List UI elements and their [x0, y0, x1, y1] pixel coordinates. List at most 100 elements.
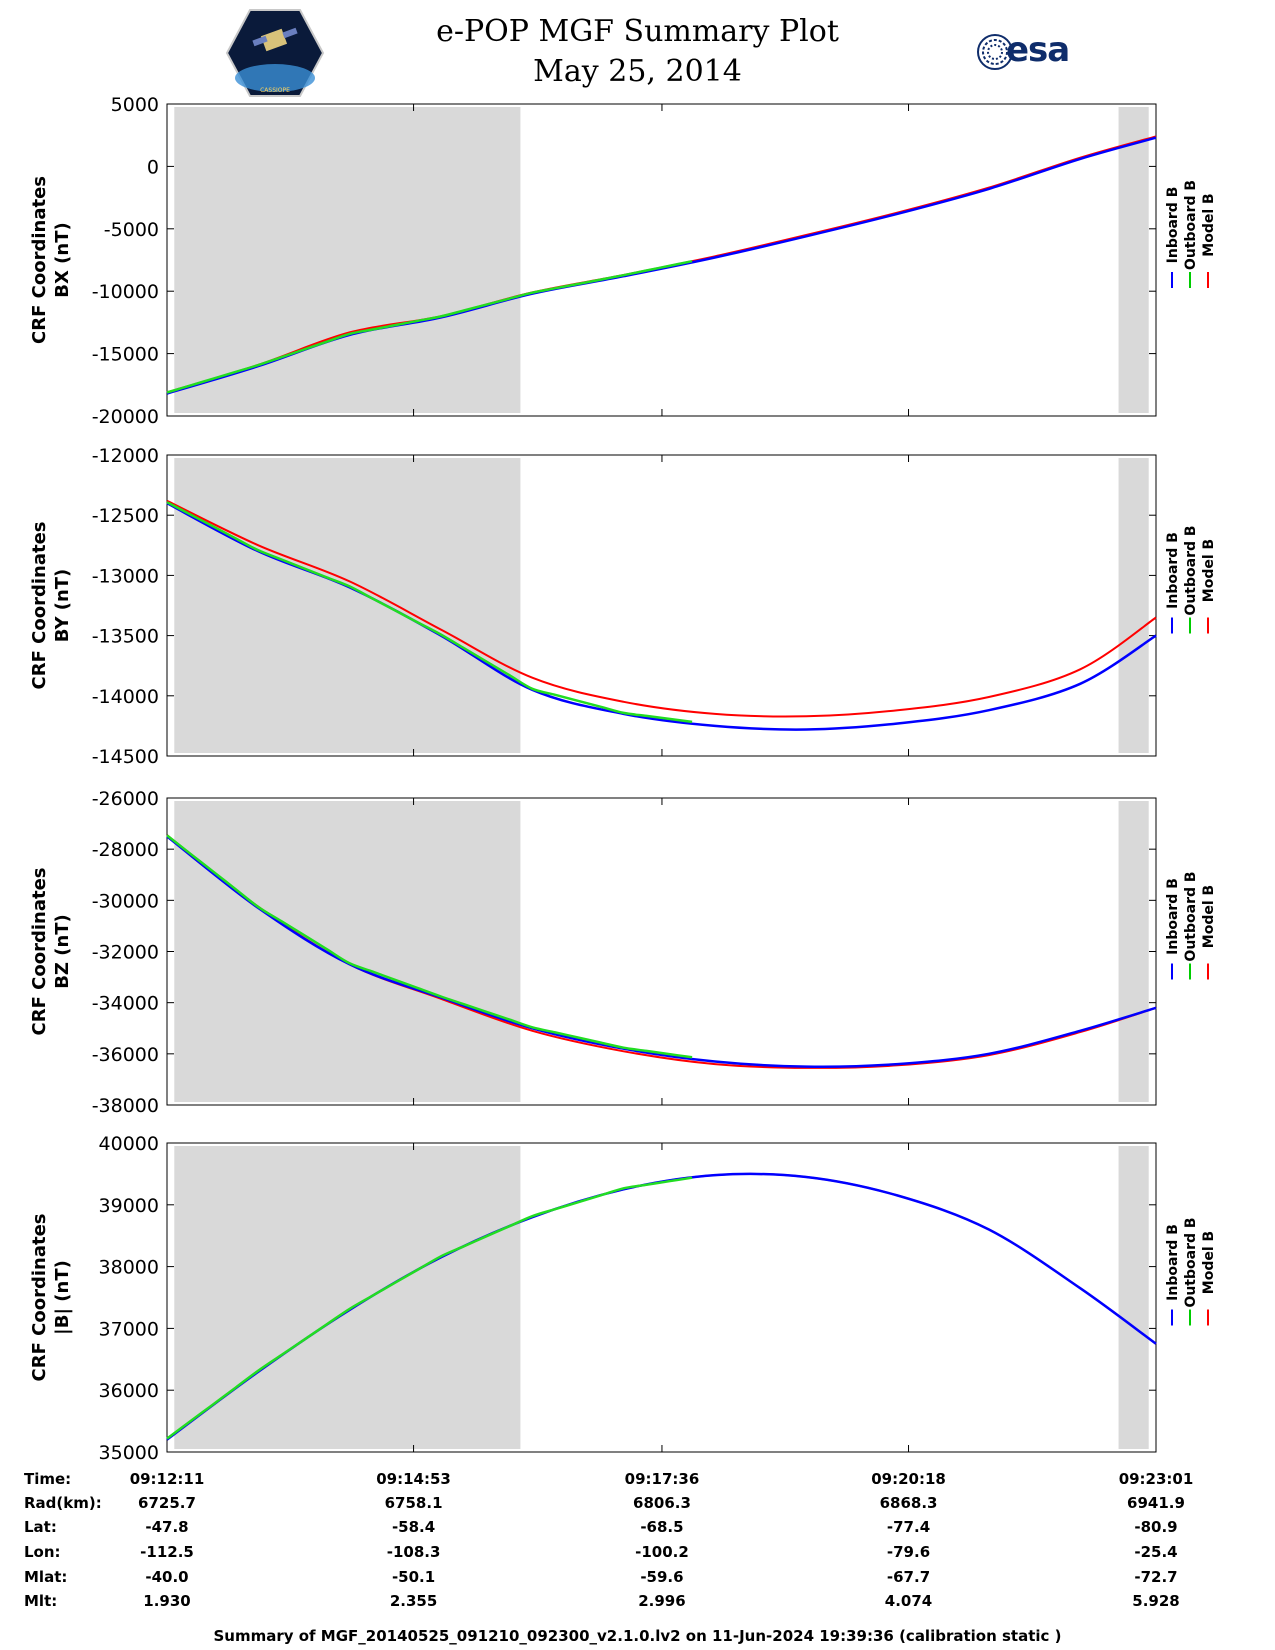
info-value-2-5: -50.1 [391, 1568, 436, 1586]
legend-label-4-1: Inboard B [1165, 1224, 1181, 1301]
info-label-1: Time: [24, 1470, 72, 1488]
y-tick-label-2-3: -13000 [92, 565, 159, 587]
legend-label-3-1: Inboard B [1165, 878, 1181, 955]
info-label-5: Mlat: [24, 1568, 68, 1586]
y-axis-label-line2-2: BY (nT) [52, 569, 73, 643]
info-value-1-3: -47.8 [145, 1518, 189, 1536]
y-tick-label-1-4: -10000 [92, 281, 159, 303]
info-value-5-6: 5.928 [1132, 1592, 1180, 1610]
y-tick-label-4-3: 38000 [99, 1257, 159, 1279]
info-value-3-5: -59.6 [640, 1568, 684, 1586]
y-tick-label-2-1: -12000 [92, 445, 159, 467]
info-label-3: Lat: [24, 1518, 57, 1536]
legend-label-4-3: Model B [1201, 1231, 1217, 1294]
y-axis-label-line2-3: BZ (nT) [52, 914, 73, 989]
legend-label-3-3: Model B [1201, 885, 1217, 948]
info-value-3-2: 6806.3 [633, 1494, 691, 1512]
y-tick-label-2-2: -12500 [92, 505, 159, 527]
y-axis-label-line1-3: CRF Coordinates [29, 868, 50, 1036]
svg-text:CASSIOPE: CASSIOPE [260, 87, 290, 94]
info-value-1-4: -112.5 [140, 1543, 194, 1561]
legend-label-1-3: Model B [1201, 193, 1217, 256]
y-tick-label-3-7: -38000 [92, 1095, 159, 1117]
y-tick-label-3-5: -34000 [92, 993, 159, 1015]
cassiope-logo-icon: CASSIOPE [225, 9, 325, 97]
shaded-region-1-2 [1118, 107, 1149, 413]
y-tick-label-3-1: -26000 [92, 788, 159, 810]
shaded-region-2-1 [174, 458, 521, 753]
chart-title: e-POP MGF Summary Plot [436, 14, 839, 49]
y-tick-label-4-5: 36000 [99, 1380, 159, 1402]
y-tick-label-3-4: -32000 [92, 942, 159, 964]
y-axis-label-line2-1: BX (nT) [52, 222, 73, 297]
info-value-4-3: -77.4 [886, 1518, 931, 1536]
info-value-5-1: 09:23:01 [1118, 1470, 1194, 1488]
shaded-region-3-1 [174, 801, 521, 1102]
series-inboard-line-3 [166, 835, 1157, 1068]
info-value-5-5: -72.7 [1134, 1568, 1178, 1586]
footer-caption: Summary of MGF_20140525_091210_092300_v2… [213, 1627, 1062, 1645]
shaded-region-3-2 [1118, 801, 1149, 1102]
y-axis-label-line2-4: |B| (nT) [52, 1260, 73, 1335]
info-value-2-2: 6758.1 [384, 1494, 443, 1512]
y-tick-label-4-1: 40000 [99, 1133, 159, 1155]
y-tick-label-2-4: -13500 [92, 626, 159, 648]
info-value-4-2: 6868.3 [879, 1494, 938, 1512]
info-value-5-3: -80.9 [1134, 1518, 1178, 1536]
legend-label-1-1: Inboard B [1165, 187, 1181, 264]
info-value-3-1: 09:17:36 [624, 1470, 700, 1488]
y-tick-label-1-1: 5000 [111, 94, 159, 116]
shaded-region-1-1 [174, 107, 521, 413]
info-value-1-2: 6725.7 [138, 1494, 196, 1512]
info-label-6: Mlt: [24, 1592, 58, 1610]
series-outboard-line-2 [166, 501, 693, 724]
chart-date: May 25, 2014 [533, 54, 742, 89]
shaded-region-2-2 [1118, 458, 1149, 753]
info-value-4-1: 09:20:18 [871, 1470, 946, 1488]
info-value-2-6: 2.355 [389, 1592, 438, 1610]
y-tick-label-3-6: -36000 [92, 1044, 159, 1066]
y-tick-label-1-3: -5000 [104, 219, 159, 241]
info-value-3-3: -68.5 [640, 1518, 684, 1536]
info-value-1-5: -40.0 [145, 1568, 189, 1586]
y-tick-label-4-2: 39000 [99, 1195, 159, 1217]
y-axis-label-line1-2: CRF Coordinates [29, 522, 50, 690]
esa-logo-text: esa [1006, 30, 1070, 70]
esa-logo-icon [977, 34, 1013, 70]
legend-label-2-1: Inboard B [1165, 532, 1181, 609]
info-value-2-1: 09:14:53 [376, 1470, 451, 1488]
legend-label-4-2: Outboard B [1183, 1217, 1199, 1307]
y-tick-label-4-6: 35000 [99, 1442, 159, 1464]
info-value-1-6: 1.930 [143, 1592, 191, 1610]
legend-label-2-3: Model B [1201, 539, 1217, 602]
y-tick-label-2-6: -14500 [92, 746, 159, 768]
y-tick-label-3-2: -28000 [92, 839, 159, 861]
series-outboard-line-1 [166, 259, 693, 394]
info-value-5-4: -25.4 [1134, 1543, 1178, 1561]
y-tick-label-2-5: -14000 [92, 686, 159, 708]
info-value-2-4: -108.3 [386, 1543, 441, 1561]
info-value-4-4: -79.6 [886, 1543, 931, 1561]
info-value-3-6: 2.996 [638, 1592, 686, 1610]
info-value-1-1: 09:12:11 [129, 1470, 205, 1488]
y-tick-label-1-2: 0 [147, 156, 159, 178]
legend-label-3-2: Outboard B [1183, 871, 1199, 961]
info-value-3-4: -100.2 [635, 1543, 689, 1561]
y-axis-label-line1-4: CRF Coordinates [29, 1214, 50, 1382]
series-model-line-2 [166, 499, 1157, 718]
shaded-region-4-1 [174, 1146, 521, 1449]
info-label-4: Lon: [24, 1543, 61, 1561]
legend-label-1-2: Outboard B [1183, 180, 1199, 270]
legend-label-2-2: Outboard B [1183, 525, 1199, 615]
y-axis-label-line1-1: CRF Coordinates [29, 176, 50, 344]
info-label-2: Rad(km): [24, 1494, 102, 1512]
y-tick-label-3-3: -30000 [92, 890, 159, 912]
info-value-4-6: 4.074 [884, 1592, 933, 1610]
info-value-2-3: -58.4 [391, 1518, 436, 1536]
series-outboard-line-4 [166, 1176, 693, 1440]
info-value-5-2: 6941.9 [1127, 1494, 1185, 1512]
y-tick-label-1-5: -15000 [92, 344, 159, 366]
series-outboard-line-3 [166, 834, 693, 1059]
info-value-4-5: -67.7 [886, 1568, 931, 1586]
